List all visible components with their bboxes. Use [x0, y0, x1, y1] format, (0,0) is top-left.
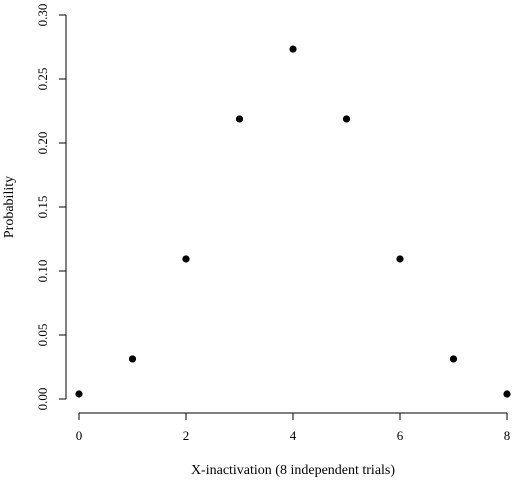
y-tick-label: 0.05: [35, 324, 50, 347]
data-point: [289, 45, 297, 53]
data-point: [128, 355, 137, 363]
y-axis-title: Probability: [2, 176, 17, 238]
data-point: [503, 390, 511, 398]
x-tick-label: 8: [504, 428, 511, 443]
axes: 0 2 4 6 8 0.00 0.05 0.10 0.15 0.20 0.25 0.30: [35, 4, 510, 443]
data-point: [342, 115, 351, 123]
data-point: [449, 355, 458, 363]
y-tick-label: 0.10: [35, 260, 50, 283]
x-tick-label: 2: [183, 428, 190, 443]
y-tick-label: 0.20: [35, 132, 50, 155]
x-tick-label: 4: [290, 428, 297, 443]
data-point: [396, 255, 404, 263]
x-tick-label: 6: [397, 428, 404, 443]
x-tick-label: 0: [76, 428, 83, 443]
data-points: [75, 45, 511, 398]
y-tick-label: 0.00: [35, 388, 50, 411]
data-point: [235, 115, 244, 123]
y-tick-label: 0.25: [35, 68, 50, 91]
data-point: [182, 255, 190, 263]
y-tick-label: 0.30: [35, 4, 50, 27]
x-axis-title: X-inactivation (8 independent trials): [191, 463, 395, 478]
data-point: [75, 390, 83, 398]
y-tick-label: 0.15: [35, 196, 50, 219]
